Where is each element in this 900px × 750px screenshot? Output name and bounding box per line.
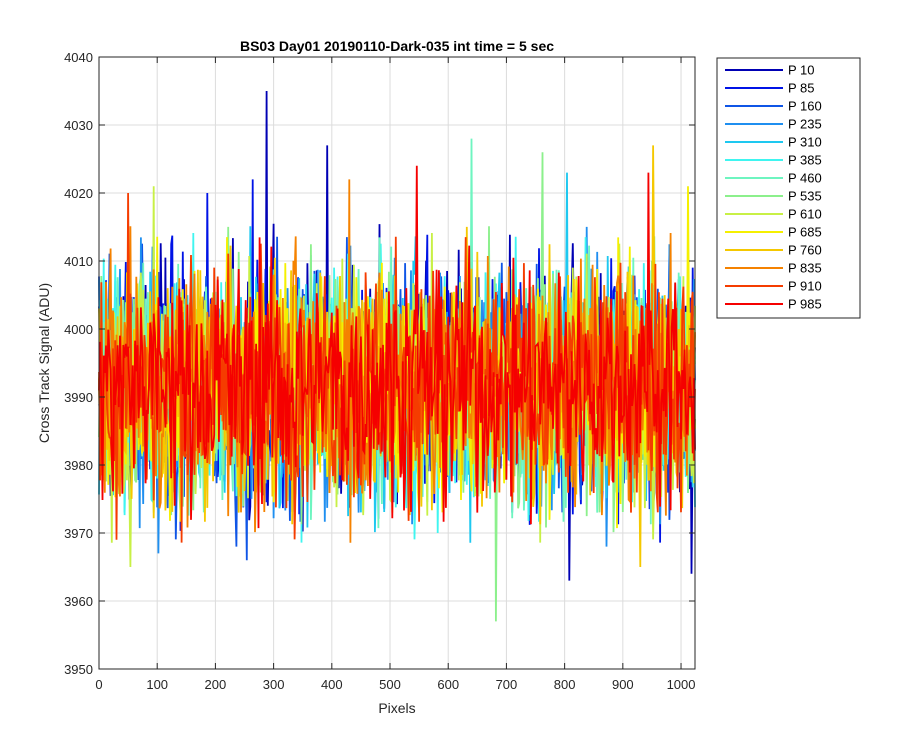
series-line-p-985	[98, 165, 696, 529]
x-tick-label: 0	[95, 677, 102, 692]
legend-label: P 235	[788, 117, 822, 132]
y-tick-label: 3970	[64, 526, 93, 541]
plot-frame	[98, 56, 696, 670]
legend-label: P 310	[788, 135, 822, 150]
x-tick-label: 500	[379, 677, 401, 692]
data-series	[98, 90, 696, 622]
legend-box	[716, 57, 861, 319]
legend-label: P 910	[788, 279, 822, 294]
legend-label: P 685	[788, 225, 822, 240]
x-tick-label: 900	[612, 677, 634, 692]
legend-label: P 160	[788, 99, 822, 114]
legend-label: P 610	[788, 207, 822, 222]
x-tick-label: 300	[263, 677, 285, 692]
legend-label: P 535	[788, 189, 822, 204]
y-tick-label: 4030	[64, 118, 93, 133]
legend-label: P 760	[788, 243, 822, 258]
y-tick-label: 3950	[64, 662, 93, 677]
y-tick-label: 3980	[64, 458, 93, 473]
legend-label: P 385	[788, 153, 822, 168]
y-tick-label: 4000	[64, 322, 93, 337]
y-tick-label: 4040	[64, 50, 93, 65]
axis-ticks: 0 100 200 300 400 500 600 700 800 900 1000 3950 3960…	[64, 50, 695, 692]
legend-label: P 85	[788, 81, 815, 96]
x-axis-label: Pixels	[378, 700, 415, 716]
y-tick-label: 4010	[64, 254, 93, 269]
chart-title: BS03 Day01 20190110-Dark-035 int time = …	[240, 38, 554, 54]
x-tick-label: 600	[437, 677, 459, 692]
x-tick-label: 1000	[667, 677, 696, 692]
legend-label: P 460	[788, 171, 822, 186]
legend: P 10 P 85 P 160 P 235 P 310 P 385 P 460 P 535 P …	[716, 57, 861, 319]
y-axis-label: Cross Track Signal (ADU)	[36, 283, 52, 443]
y-tick-label: 3990	[64, 390, 93, 405]
x-tick-label: 700	[496, 677, 518, 692]
x-tick-label: 800	[554, 677, 576, 692]
x-tick-label: 100	[146, 677, 168, 692]
y-tick-label: 4020	[64, 186, 93, 201]
y-tick-label: 3960	[64, 594, 93, 609]
x-tick-label: 400	[321, 677, 343, 692]
legend-label: P 835	[788, 261, 822, 276]
x-tick-label: 200	[205, 677, 227, 692]
legend-label: P 10	[788, 63, 815, 78]
legend-label: P 985	[788, 297, 822, 312]
